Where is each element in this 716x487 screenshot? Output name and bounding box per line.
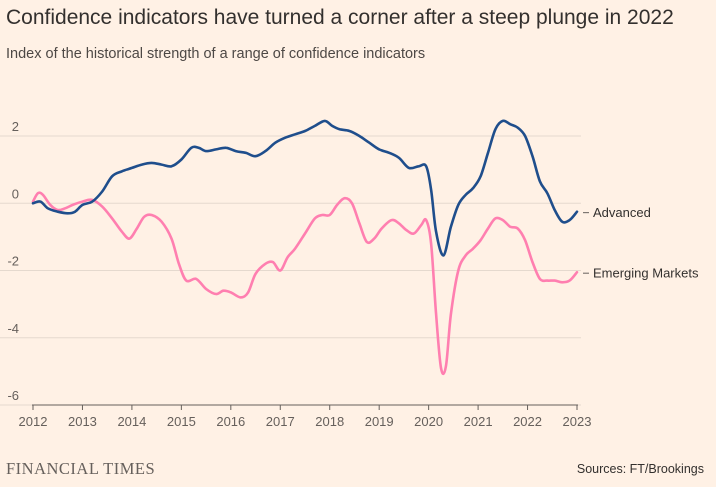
x-tick-label: 2012	[19, 414, 48, 429]
chart-subtitle: Index of the historical strength of a ra…	[6, 46, 426, 62]
legend-label-advanced: Advanced	[593, 205, 651, 220]
x-tick-label: 2020	[414, 414, 443, 429]
series-lines	[31, 119, 579, 376]
y-tick-label: -2	[7, 254, 19, 269]
gridlines: 2 0 -2 -4 -6	[0, 119, 581, 406]
source-note: Sources: FT/Brookings	[576, 462, 704, 476]
x-tick-label: 2021	[464, 414, 493, 429]
chart-title: Confidence indicators have turned a corn…	[6, 6, 674, 29]
series-line-advanced	[31, 119, 579, 257]
x-tick-label: 2023	[563, 414, 592, 429]
y-tick-label: 2	[12, 119, 19, 134]
x-tick-label: 2019	[365, 414, 394, 429]
x-tick-label: 2016	[216, 414, 245, 429]
y-tick-label: -6	[7, 388, 19, 403]
x-tick-label: 2022	[513, 414, 542, 429]
y-tick-label: -4	[7, 321, 19, 336]
x-tick-label: 2015	[167, 414, 196, 429]
series-line-emerging-markets	[31, 191, 579, 376]
x-axis: 2012 2013 2014 2015 2016 2017 2018 2019 2020 2021…	[19, 404, 592, 429]
legend-label-emerging-markets: Emerging Markets	[593, 266, 699, 281]
y-tick-label: 0	[12, 186, 19, 201]
legend: Advanced Emerging Markets	[583, 205, 699, 281]
ft-logo: FINANCIAL TIMES	[6, 459, 156, 478]
x-tick-label: 2014	[117, 414, 146, 429]
x-tick-label: 2017	[266, 414, 295, 429]
x-tick-label: 2013	[68, 414, 97, 429]
x-tick-label: 2018	[315, 414, 344, 429]
